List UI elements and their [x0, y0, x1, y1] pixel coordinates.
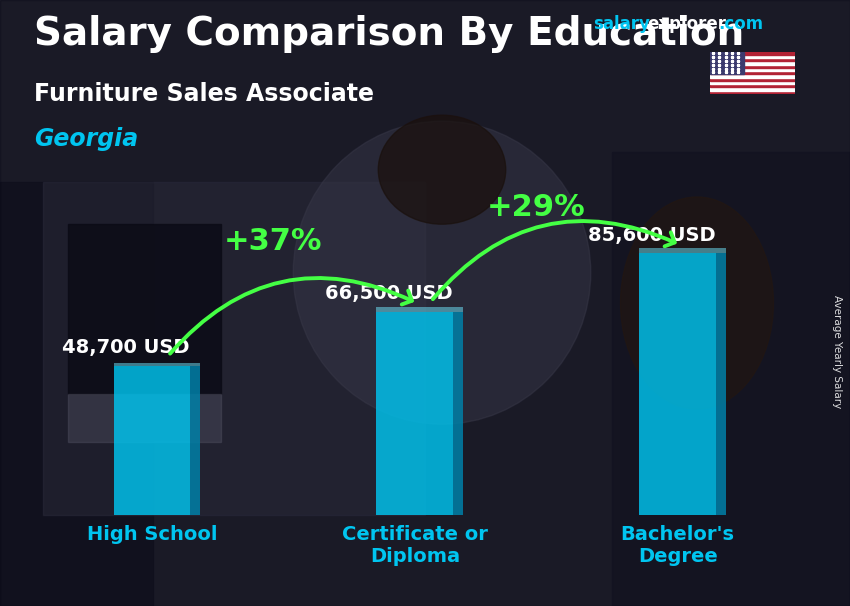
Bar — [377, 312, 453, 515]
Text: +29%: +29% — [487, 193, 586, 222]
Bar — [612, 152, 850, 606]
Bar — [639, 248, 726, 253]
Text: salary: salary — [593, 15, 650, 33]
Text: 48,700 USD: 48,700 USD — [62, 339, 190, 358]
Bar — [377, 307, 463, 312]
Text: 85,600 USD: 85,600 USD — [587, 225, 715, 245]
Text: 66,500 USD: 66,500 USD — [325, 284, 452, 303]
Bar — [710, 52, 744, 75]
Bar — [710, 58, 795, 61]
Ellipse shape — [293, 121, 591, 424]
Bar — [710, 75, 795, 78]
Bar — [710, 91, 795, 94]
Text: Salary Comparison By Education: Salary Comparison By Education — [34, 15, 745, 53]
Bar — [710, 71, 795, 75]
Text: Georgia: Georgia — [34, 127, 139, 152]
Text: Furniture Sales Associate: Furniture Sales Associate — [34, 82, 374, 106]
Bar — [710, 68, 795, 71]
Bar — [710, 84, 795, 87]
Bar — [716, 253, 726, 515]
Bar — [42, 182, 425, 515]
Bar — [453, 312, 463, 515]
Bar — [68, 394, 221, 442]
Bar — [710, 55, 795, 58]
Text: Average Yearly Salary: Average Yearly Salary — [832, 295, 842, 408]
Bar — [710, 87, 795, 91]
Bar — [710, 52, 795, 55]
Ellipse shape — [378, 115, 506, 224]
Bar — [639, 253, 716, 515]
Text: +37%: +37% — [224, 227, 323, 256]
Bar — [710, 65, 795, 68]
Text: .com: .com — [718, 15, 763, 33]
Bar — [114, 366, 190, 515]
Bar — [68, 224, 221, 394]
Bar — [710, 81, 795, 84]
Bar — [114, 363, 201, 366]
Bar — [0, 182, 153, 606]
Bar — [190, 366, 201, 515]
Bar — [710, 78, 795, 81]
Ellipse shape — [620, 197, 774, 409]
Text: explorer: explorer — [648, 15, 727, 33]
Bar — [710, 61, 795, 65]
